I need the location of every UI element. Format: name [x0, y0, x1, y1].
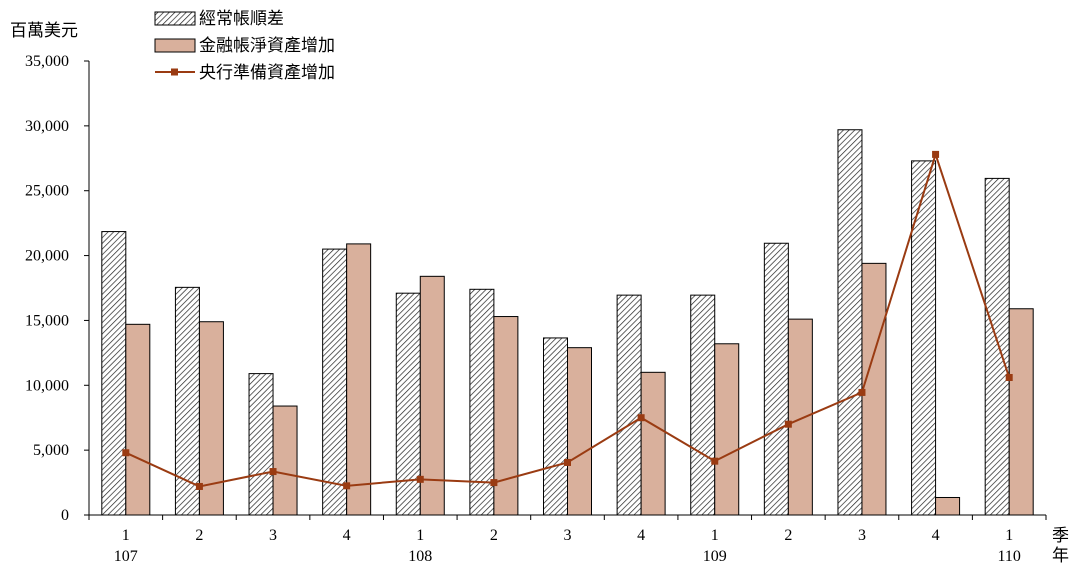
point-reserve-assets: [490, 479, 498, 487]
x-tick-label: 1: [122, 527, 130, 544]
bar-financial-account: [861, 262, 887, 516]
x-tick-label: 3: [564, 527, 572, 544]
legend-item-current-account: 經常帳順差: [154, 9, 284, 29]
y-tick-label: 35,000: [25, 53, 69, 70]
legend-label-current-account: 經常帳順差: [199, 9, 284, 29]
x-tick-label: 2: [195, 527, 203, 544]
x-tick-label: 3: [858, 527, 866, 544]
bar-financial-account: [493, 316, 519, 516]
bar-current-account: [101, 231, 127, 516]
legend-item-reserve-assets: 央行準備資產增加: [155, 63, 335, 83]
legend-label-financial-account: 金融帳淨資產增加: [199, 36, 335, 56]
legend-swatch-current-account: [154, 11, 196, 26]
plot-area: 0 5,000 10,000 15,000 20,000 25,000 30,000 35,0…: [25, 53, 1047, 564]
bar-current-account: [395, 292, 421, 516]
year-label: 108: [408, 548, 432, 564]
year-label: 107: [114, 548, 138, 564]
bar-current-account: [763, 242, 789, 516]
x-tick-label: 2: [784, 527, 792, 544]
legend-item-financial-account: 金融帳淨資產增加: [154, 36, 335, 56]
x-axis-title-year: 年: [1052, 546, 1069, 564]
point-reserve-assets: [416, 475, 424, 483]
point-reserve-assets: [932, 150, 940, 158]
y-tick-label: 0: [61, 507, 69, 524]
bar-financial-account: [714, 343, 740, 516]
y-axis-title: 百萬美元: [10, 21, 78, 41]
point-reserve-assets: [343, 482, 351, 490]
point-reserve-assets: [637, 414, 645, 422]
bar-current-account: [616, 294, 642, 516]
point-reserve-assets: [122, 449, 130, 457]
legend-swatch-financial-account: [154, 38, 196, 53]
point-reserve-assets: [269, 468, 277, 476]
bar-financial-account: [640, 371, 666, 516]
bar-current-account: [911, 160, 937, 516]
y-tick-label: 30,000: [25, 118, 69, 135]
y-tick-label: 20,000: [25, 248, 69, 265]
bar-financial-account: [787, 318, 813, 516]
y-tick-label: 5,000: [33, 442, 69, 459]
bar-current-account: [543, 337, 568, 516]
bar-financial-account: [1008, 308, 1034, 516]
bar-financial-account: [567, 347, 592, 516]
bar-current-account: [248, 373, 274, 516]
bar-current-account: [984, 177, 1010, 516]
x-tick-label: 4: [932, 527, 940, 544]
legend-marker-reserve-assets: [171, 68, 178, 76]
x-tick-label: 4: [637, 527, 645, 544]
x-tick-label: 1: [416, 527, 424, 544]
x-tick-label: 1: [1005, 527, 1013, 544]
legend: 經常帳順差 金融帳淨資產增加 央行準備資產增加: [154, 9, 335, 83]
point-reserve-assets: [1005, 374, 1013, 382]
y-tick-label: 10,000: [25, 377, 69, 394]
x-tick-label: 2: [490, 527, 498, 544]
x-tick-label: 4: [343, 527, 351, 544]
y-tick-label: 15,000: [25, 312, 69, 329]
bar-current-account: [690, 294, 716, 516]
bar-financial-account: [935, 496, 961, 516]
point-reserve-assets: [195, 482, 203, 490]
point-reserve-assets: [784, 420, 792, 428]
point-reserve-assets: [564, 458, 571, 466]
legend-label-reserve-assets: 央行準備資產增加: [199, 63, 335, 83]
bar-current-account: [837, 129, 863, 516]
point-reserve-assets: [711, 457, 719, 465]
bar-financial-account: [419, 275, 445, 516]
x-tick-label: 1: [711, 527, 719, 544]
point-reserve-assets: [858, 388, 866, 396]
bar-financial-account: [272, 405, 298, 516]
year-label: 109: [703, 548, 727, 564]
x-tick-label: 3: [269, 527, 277, 544]
bar-financial-account: [346, 243, 372, 516]
x-axis-title-quarter: 季: [1052, 526, 1069, 546]
y-tick-label: 25,000: [25, 183, 69, 200]
year-label: 110: [997, 548, 1020, 564]
bar-financial-account: [125, 323, 151, 516]
bar-current-account: [322, 248, 348, 516]
